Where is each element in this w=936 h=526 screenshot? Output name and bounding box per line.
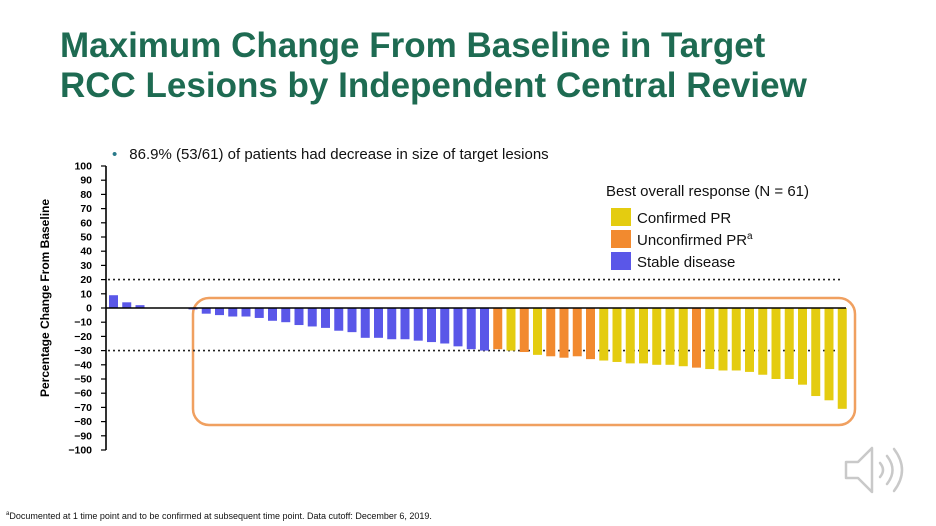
bar-45: [705, 308, 715, 370]
bar-12: [268, 308, 277, 321]
y-tick-label-13: −30: [74, 345, 92, 357]
y-tick-label-0: 100: [74, 161, 92, 173]
bar-53: [811, 308, 821, 397]
bar-27: [466, 308, 476, 350]
bar-50: [771, 308, 781, 379]
summary-bullet: • 86.9% (53/61) of patients had decrease …: [112, 146, 549, 163]
bar-7: [201, 308, 211, 314]
y-tick-label-7: 30: [80, 260, 92, 272]
y-tick-label-14: −40: [74, 359, 92, 371]
bar-52: [798, 308, 807, 385]
bar-32: [533, 308, 542, 355]
bar-17: [334, 308, 344, 331]
bar-19: [360, 308, 370, 338]
bar-34: [559, 308, 569, 358]
y-tick-label-1: 90: [80, 175, 92, 187]
bar-36: [586, 308, 595, 360]
bar-49: [758, 308, 768, 375]
bar-39: [625, 308, 635, 364]
slide-title: Maximum Change From Baseline in Target R…: [60, 26, 920, 106]
legend-swatch-0: [611, 208, 631, 226]
bar-55: [837, 308, 847, 409]
y-tick-label-16: −60: [74, 388, 92, 400]
legend-label-1: Unconfirmed PRa: [637, 231, 753, 249]
bar-18: [347, 308, 357, 333]
y-tick-label-5: 50: [80, 232, 92, 244]
bar-47: [731, 308, 741, 371]
y-tick-label-8: 20: [80, 274, 92, 286]
bar-33: [546, 308, 556, 357]
bar-40: [639, 308, 648, 364]
footnote-marker: a: [6, 511, 10, 517]
title-line-1: Maximum Change From Baseline in Target: [60, 26, 766, 65]
y-tick-label-9: 10: [80, 288, 92, 300]
legend-swatch-2: [611, 252, 631, 270]
bar-46: [718, 308, 728, 371]
bar-23: [413, 308, 423, 341]
bar-51: [784, 308, 794, 379]
speaker-sound-icon[interactable]: [842, 440, 916, 500]
y-axis-title: Percentage Change From Baseline: [38, 199, 52, 397]
bar-26: [453, 308, 463, 347]
bar-28: [480, 308, 489, 351]
footnote: aDocumented at 1 time point and to be co…: [6, 511, 432, 521]
y-tick-label-6: 40: [80, 246, 92, 258]
bar-31: [519, 308, 529, 353]
legend-swatch-1: [611, 230, 631, 248]
bar-35: [572, 308, 582, 357]
y-tick-label-18: −80: [74, 416, 92, 428]
bar-24: [427, 308, 436, 343]
bar-16: [321, 308, 330, 328]
y-tick-label-20: −100: [68, 445, 92, 457]
bar-21: [387, 308, 397, 340]
bar-13: [281, 308, 291, 323]
y-tick-label-11: −10: [74, 317, 92, 329]
bar-38: [612, 308, 622, 362]
bar-10: [241, 308, 251, 317]
y-tick-label-15: −50: [74, 374, 92, 386]
y-tick-label-19: −90: [74, 430, 92, 442]
footnote-text: Documented at 1 time point and to be con…: [9, 511, 432, 521]
bar-11: [254, 308, 264, 318]
legend-label-2: Stable disease: [637, 254, 735, 271]
legend-label-0: Confirmed PR: [637, 210, 731, 227]
responder-highlight-box: [191, 296, 857, 427]
legend-title: Best overall response (N = 61): [606, 183, 809, 200]
bar-29: [493, 308, 503, 350]
y-tick-label-3: 70: [80, 203, 92, 215]
bar-22: [400, 308, 410, 340]
bar-30: [506, 308, 516, 351]
bar-9: [228, 308, 238, 317]
bar-25: [440, 308, 450, 344]
bullet-dot: •: [112, 146, 118, 163]
y-tick-label-4: 60: [80, 217, 92, 229]
bar-14: [294, 308, 304, 326]
title-line-2: RCC Lesions by Independent Central Revie…: [60, 66, 807, 105]
bar-48: [745, 308, 754, 372]
bar-20: [374, 308, 383, 338]
bar-42: [665, 308, 675, 365]
bar-41: [652, 308, 662, 365]
bar-44: [692, 308, 701, 368]
bullet-text: 86.9% (53/61) of patients had decrease i…: [129, 146, 549, 163]
bar-1: [122, 302, 132, 308]
bar-8: [215, 308, 224, 316]
bar-15: [307, 308, 317, 327]
bar-2: [135, 305, 145, 308]
bar-37: [599, 308, 609, 361]
bar-54: [824, 308, 834, 401]
bar-43: [678, 308, 688, 367]
bar-0: [109, 295, 118, 308]
y-tick-label-2: 80: [80, 189, 92, 201]
y-tick-label-10: 0: [86, 303, 92, 315]
y-tick-label-12: −20: [74, 331, 92, 343]
y-tick-label-17: −70: [74, 402, 92, 414]
